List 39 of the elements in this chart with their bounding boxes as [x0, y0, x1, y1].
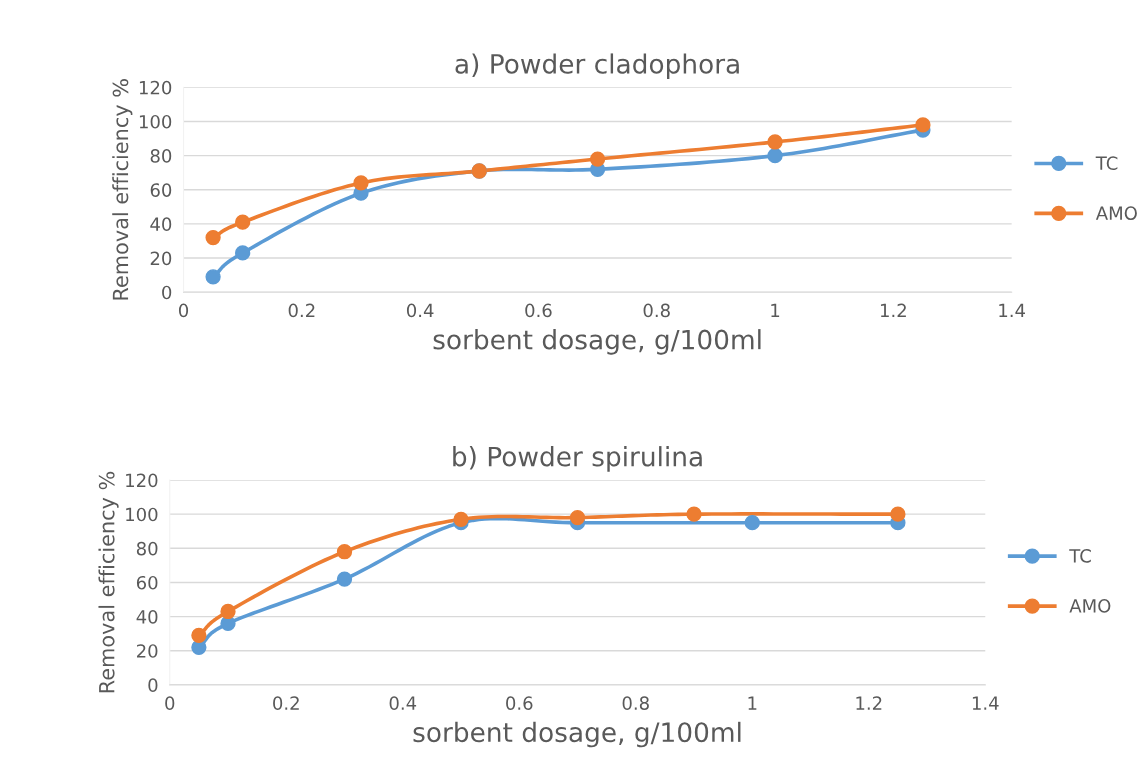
y-tick-label: 100 [126, 507, 158, 522]
legend-label: TC [1069, 549, 1091, 563]
y-tick-label: 100 [139, 114, 172, 129]
x-tick-label: 0.8 [643, 303, 670, 318]
x-tick-label: 0.2 [273, 696, 299, 710]
y-tick-label: 40 [150, 217, 172, 232]
x-tick-label: 1.4 [972, 696, 999, 710]
y-tick-label: 0 [162, 285, 172, 300]
y-tick-label: 120 [126, 473, 158, 488]
legend-label: AMO [1095, 206, 1137, 220]
x-tick-label: 0.6 [525, 303, 552, 318]
x-tick-label: 1 [748, 696, 757, 710]
x-axis-title: sorbent dosage, g/100ml [433, 329, 761, 355]
y-axis-title: Removal efficiency % [98, 471, 119, 693]
y-tick-label: 40 [136, 610, 158, 624]
legend-label: AMO [1069, 599, 1111, 613]
x-tick-label: 1.2 [856, 696, 882, 710]
x-tick-label: 1.4 [999, 303, 1025, 318]
y-tick-label: 60 [150, 183, 172, 197]
y-tick-label: 0 [148, 678, 158, 692]
x-tick-label: 0 [178, 303, 189, 318]
x-tick-label: 0.6 [506, 696, 533, 710]
x-tick-label: 0.8 [622, 696, 649, 710]
y-tick-label: 20 [150, 251, 172, 266]
x-tick-label: 0.2 [288, 303, 315, 318]
x-tick-label: 1 [771, 303, 780, 318]
y-tick-label: 80 [136, 541, 158, 556]
legend-label: TC [1095, 156, 1118, 171]
x-tick-label: 0.4 [406, 303, 434, 318]
x-tick-label: 0.4 [389, 696, 417, 710]
chart-title: a) Powder cladophora [455, 53, 739, 79]
y-tick-label: 20 [136, 644, 158, 658]
y-axis-title: Removal efficiency % [112, 79, 133, 300]
x-tick-label: 1.2 [880, 303, 906, 318]
chart-title: b) Powder spirulina [453, 446, 702, 472]
x-axis-title: sorbent dosage, g/100ml [413, 721, 741, 748]
y-tick-label: 60 [136, 575, 158, 590]
y-tick-label: 80 [150, 149, 172, 163]
y-tick-label: 120 [139, 80, 172, 95]
